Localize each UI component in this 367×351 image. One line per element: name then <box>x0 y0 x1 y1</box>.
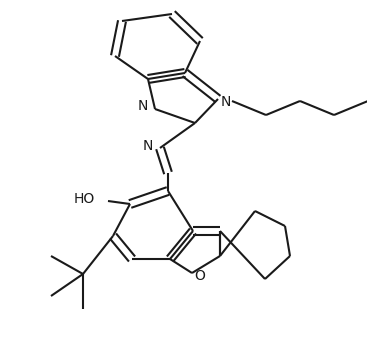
Text: HO: HO <box>74 192 95 206</box>
Text: O: O <box>195 269 206 283</box>
Text: N: N <box>138 99 148 113</box>
Text: N: N <box>143 139 153 153</box>
Text: N: N <box>221 95 231 109</box>
